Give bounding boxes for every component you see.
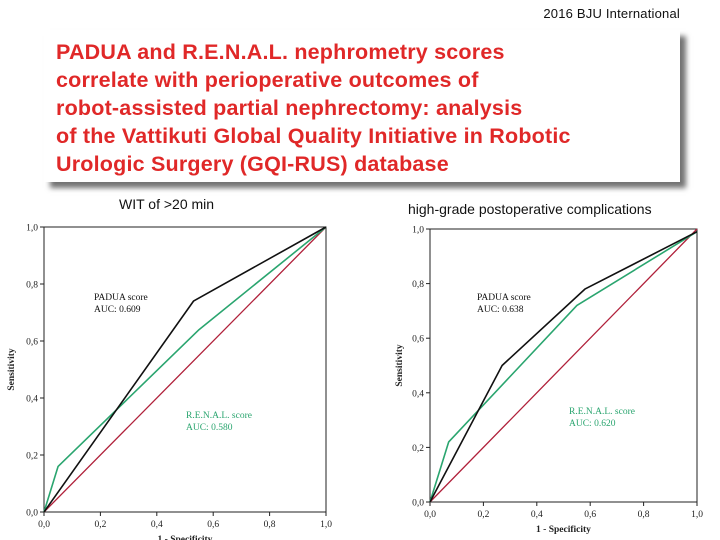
padua-auc-label: AUC: 0.609 [94, 305, 141, 315]
padua-auc-label: AUC: 0.638 [477, 305, 524, 315]
x-axis-label: 1 - Specificity [158, 535, 213, 540]
renal-roc-line [43, 226, 327, 513]
renal-auc-label: AUC: 0.580 [186, 423, 233, 433]
y-tick-label: 0,0 [412, 499, 424, 509]
y-tick-label: 0,4 [26, 395, 38, 405]
x-tick-label: 0,4 [531, 510, 543, 520]
plot-frame [43, 226, 327, 513]
x-tick-label: 0,8 [264, 520, 276, 530]
x-tick-label: 1,0 [691, 510, 703, 520]
y-tick-label: 1,0 [412, 226, 424, 236]
y-tick-label: 0,8 [412, 280, 424, 290]
padua-roc-line [43, 226, 327, 513]
renal-series-label: R.E.N.A.L. score [186, 411, 252, 421]
x-tick-label: 0,2 [94, 520, 106, 530]
y-tick-label: 0,4 [412, 389, 424, 399]
renal-auc-label: AUC: 0.620 [569, 419, 616, 429]
x-tick-label: 0,2 [477, 510, 489, 520]
padua-series-label: PADUA score [94, 293, 148, 303]
y-tick-label: 0,0 [26, 509, 38, 519]
x-tick-label: 0,0 [424, 510, 436, 520]
x-tick-label: 0,4 [151, 520, 163, 530]
plot-frame [429, 228, 698, 503]
y-axis-label: Sensitivity [7, 348, 17, 390]
reference-diagonal-line [429, 228, 698, 503]
x-tick-label: 1,0 [320, 520, 332, 530]
y-tick-label: 0,8 [26, 281, 38, 291]
x-axis-label: 1 - Specificity [536, 525, 591, 535]
title-box: PADUA and R.E.N.A.L. nephrometry scores … [44, 30, 680, 182]
x-tick-label: 0,6 [584, 510, 596, 520]
x-tick-label: 0,6 [207, 520, 219, 530]
y-tick-label: 1,0 [26, 224, 38, 234]
x-tick-label: 0,0 [38, 520, 50, 530]
padua-roc-line [429, 230, 698, 503]
y-tick-label: 0,2 [412, 444, 424, 454]
y-axis-label: Sensitivity [395, 344, 405, 386]
renal-series-label: R.E.N.A.L. score [569, 407, 635, 417]
y-tick-label: 0,2 [26, 452, 38, 462]
reference-diagonal-line [43, 226, 327, 513]
renal-roc-line [429, 231, 698, 503]
padua-series-label: PADUA score [477, 293, 531, 303]
slide-title: PADUA and R.E.N.A.L. nephrometry scores … [56, 40, 571, 176]
y-tick-label: 0,6 [412, 335, 424, 345]
x-tick-label: 0,8 [638, 510, 650, 520]
roc-chart-complications: 0,0 0,2 0,4 0,6 0,8 1,0 0,0 0,2 0,4 0,6 0,8 1,0 1 - … [395, 226, 703, 536]
roc-chart-wit: 0,0 0,2 0,4 0,6 0,8 1,0 0,0 0,2 0,4 0,6 0,8 1,0 1 - … [7, 224, 332, 540]
chart-caption-right: high-grade postoperative complications [408, 201, 652, 217]
chart-caption-left: WIT of >20 min [119, 196, 215, 212]
y-tick-label: 0,6 [26, 338, 38, 348]
source-credit: 2016 BJU International [543, 6, 680, 21]
